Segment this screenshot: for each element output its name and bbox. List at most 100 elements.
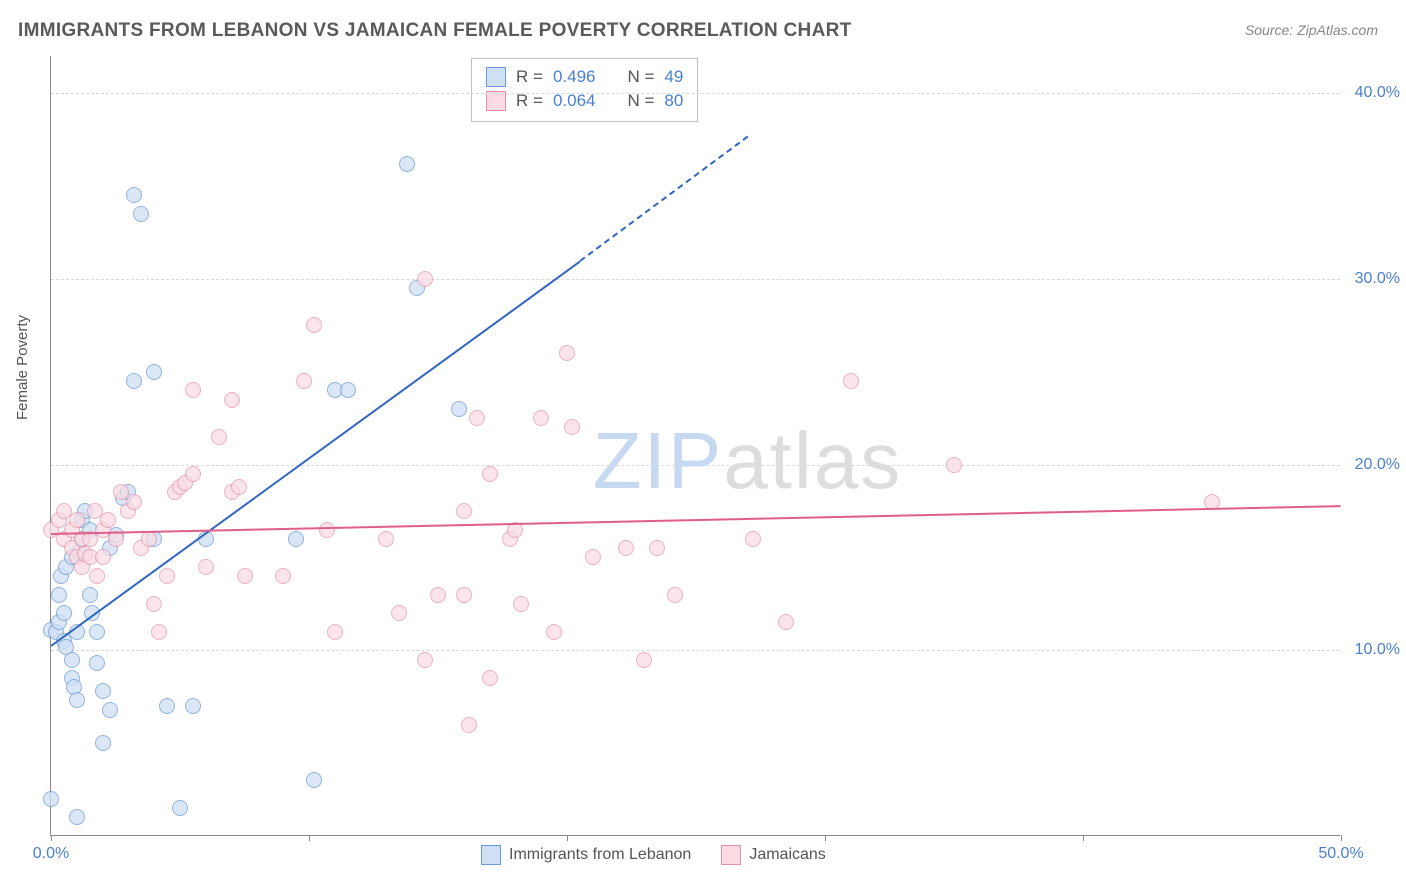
data-point bbox=[469, 410, 485, 426]
data-point bbox=[198, 559, 214, 575]
data-point bbox=[89, 568, 105, 584]
data-point bbox=[89, 624, 105, 640]
y-tick-label: 40.0% bbox=[1355, 84, 1400, 102]
data-point bbox=[319, 522, 335, 538]
plot-area: R = 0.496 N = 49 R = 0.064 N = 80 Immigr… bbox=[50, 56, 1340, 836]
gridline bbox=[51, 279, 1340, 280]
n-value-a: 49 bbox=[664, 67, 683, 87]
data-point bbox=[417, 271, 433, 287]
trend-line bbox=[51, 505, 1341, 535]
data-point bbox=[296, 373, 312, 389]
data-point bbox=[482, 466, 498, 482]
data-point bbox=[288, 531, 304, 547]
data-point bbox=[95, 735, 111, 751]
data-point bbox=[417, 652, 433, 668]
data-point bbox=[126, 373, 142, 389]
data-point bbox=[64, 652, 80, 668]
legend-label-b: Jamaicans bbox=[749, 846, 825, 864]
data-point bbox=[185, 466, 201, 482]
x-tick bbox=[567, 835, 568, 841]
data-point bbox=[456, 587, 472, 603]
x-tick-label: 50.0% bbox=[1318, 845, 1363, 863]
data-point bbox=[533, 410, 549, 426]
data-point bbox=[745, 531, 761, 547]
data-point bbox=[636, 652, 652, 668]
data-point bbox=[51, 587, 67, 603]
x-tick bbox=[1083, 835, 1084, 841]
data-point bbox=[133, 206, 149, 222]
data-point bbox=[399, 156, 415, 172]
data-point bbox=[224, 392, 240, 408]
data-point bbox=[237, 568, 253, 584]
data-point bbox=[231, 479, 247, 495]
data-point bbox=[513, 596, 529, 612]
data-point bbox=[585, 549, 601, 565]
data-point bbox=[95, 683, 111, 699]
data-point bbox=[306, 772, 322, 788]
data-point bbox=[946, 457, 962, 473]
watermark: ZIPatlas bbox=[593, 415, 902, 507]
data-point bbox=[126, 187, 142, 203]
data-point bbox=[451, 401, 467, 417]
x-tick bbox=[51, 835, 52, 841]
data-point bbox=[100, 512, 116, 528]
data-point bbox=[69, 512, 85, 528]
data-point bbox=[69, 809, 85, 825]
data-point bbox=[778, 614, 794, 630]
series-legend: Immigrants from Lebanon Jamaicans bbox=[481, 845, 826, 865]
data-point bbox=[306, 317, 322, 333]
y-tick-label: 10.0% bbox=[1355, 641, 1400, 659]
data-point bbox=[391, 605, 407, 621]
data-point bbox=[69, 692, 85, 708]
x-tick bbox=[1341, 835, 1342, 841]
data-point bbox=[89, 655, 105, 671]
data-point bbox=[126, 494, 142, 510]
data-point bbox=[456, 503, 472, 519]
data-point bbox=[141, 531, 157, 547]
data-point bbox=[159, 568, 175, 584]
data-point bbox=[159, 698, 175, 714]
trend-line-extrapolated bbox=[579, 136, 748, 262]
data-point bbox=[378, 531, 394, 547]
data-point bbox=[43, 791, 59, 807]
data-point bbox=[843, 373, 859, 389]
data-point bbox=[667, 587, 683, 603]
data-point bbox=[649, 540, 665, 556]
legend-item-b: Jamaicans bbox=[721, 845, 825, 865]
x-tick bbox=[309, 835, 310, 841]
data-point bbox=[211, 429, 227, 445]
data-point bbox=[146, 596, 162, 612]
y-axis-label: Female Poverty bbox=[14, 315, 31, 420]
data-point bbox=[564, 419, 580, 435]
legend-label-a: Immigrants from Lebanon bbox=[509, 846, 691, 864]
y-tick-label: 20.0% bbox=[1355, 456, 1400, 474]
data-point bbox=[102, 702, 118, 718]
data-point bbox=[461, 717, 477, 733]
y-tick-label: 30.0% bbox=[1355, 270, 1400, 288]
r-label: R = bbox=[516, 67, 543, 87]
r-value-a: 0.496 bbox=[553, 67, 596, 87]
legend-row-series-a: R = 0.496 N = 49 bbox=[486, 65, 683, 89]
data-point bbox=[275, 568, 291, 584]
data-point bbox=[546, 624, 562, 640]
data-point bbox=[56, 605, 72, 621]
gridline bbox=[51, 650, 1340, 651]
chart-title: IMMIGRANTS FROM LEBANON VS JAMAICAN FEMA… bbox=[18, 20, 852, 42]
data-point bbox=[151, 624, 167, 640]
swatch-series-a bbox=[481, 845, 501, 865]
data-point bbox=[172, 800, 188, 816]
n-label: N = bbox=[627, 67, 654, 87]
swatch-series-a bbox=[486, 67, 506, 87]
data-point bbox=[82, 587, 98, 603]
data-point bbox=[340, 382, 356, 398]
data-point bbox=[95, 549, 111, 565]
gridline bbox=[51, 93, 1340, 94]
x-tick-label: 0.0% bbox=[33, 845, 69, 863]
x-tick bbox=[825, 835, 826, 841]
data-point bbox=[185, 382, 201, 398]
data-point bbox=[327, 624, 343, 640]
data-point bbox=[482, 670, 498, 686]
swatch-series-b bbox=[721, 845, 741, 865]
data-point bbox=[430, 587, 446, 603]
source-attribution: Source: ZipAtlas.com bbox=[1245, 22, 1378, 38]
